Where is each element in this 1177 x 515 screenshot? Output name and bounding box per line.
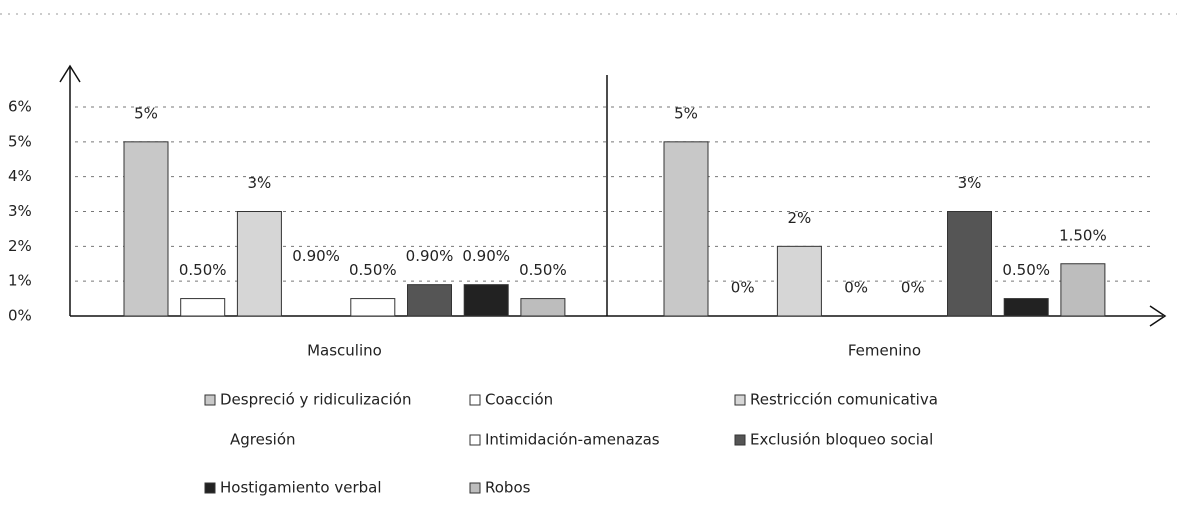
legend-label: Despreció y ridiculización [220, 391, 411, 409]
value-label: 3% [958, 174, 982, 192]
value-label: 1.50% [1059, 226, 1107, 244]
bar [1003, 298, 1049, 317]
value-label: 0.90% [292, 247, 340, 265]
value-label: 3% [248, 174, 272, 192]
value-label: 5% [674, 104, 698, 122]
legend-label: Intimidación-amenazas [485, 431, 660, 449]
x-tick-label: Masculino [307, 342, 382, 360]
y-tick-label: 5% [8, 132, 32, 150]
bar [663, 141, 709, 317]
bar [1060, 263, 1106, 317]
bar [520, 298, 566, 317]
legend-swatch [204, 482, 216, 494]
legend-label: Coacción [485, 391, 553, 409]
value-label: 0.90% [406, 247, 454, 265]
bar [463, 284, 509, 317]
value-label: 0.50% [519, 261, 567, 279]
y-tick-label: 2% [8, 237, 32, 255]
x-tick-label: Femenino [848, 342, 921, 360]
value-label: 0% [844, 279, 868, 297]
bar [180, 298, 226, 317]
y-tick-label: 0% [8, 307, 32, 325]
y-tick-label: 6% [8, 98, 32, 116]
x-axis-arrow [1149, 305, 1167, 327]
y-tick-label: 1% [8, 272, 32, 290]
legend-label: Restricción comunicativa [750, 391, 938, 409]
value-label: 0% [901, 279, 925, 297]
y-tick-label: 3% [8, 202, 32, 220]
bar [776, 245, 822, 317]
legend-label: Exclusión bloqueo social [750, 431, 933, 449]
legend-swatch [469, 394, 481, 406]
legend-label: Robos [485, 479, 531, 497]
value-label: 0% [731, 279, 755, 297]
value-label: 0.90% [462, 247, 510, 265]
y-tick-label: 4% [8, 167, 32, 185]
value-label: 5% [134, 104, 158, 122]
value-label: 0.50% [1002, 261, 1050, 279]
value-label: 0.50% [179, 261, 227, 279]
y-axis-arrow [59, 64, 81, 83]
bar [294, 285, 338, 316]
legend-label: Hostigamiento verbal [220, 479, 382, 497]
bar [407, 284, 452, 317]
legend-swatch [469, 434, 481, 446]
legend-swatch [469, 482, 481, 494]
legend-swatch [204, 394, 216, 406]
value-label: 2% [788, 209, 812, 227]
bar [947, 211, 992, 317]
legend-swatch [734, 394, 746, 406]
bar [123, 141, 169, 317]
legend-label: Agresión [230, 431, 296, 449]
legend-swatch [734, 434, 746, 446]
value-label: 0.50% [349, 261, 397, 279]
bar [350, 298, 396, 317]
bar [236, 211, 282, 317]
